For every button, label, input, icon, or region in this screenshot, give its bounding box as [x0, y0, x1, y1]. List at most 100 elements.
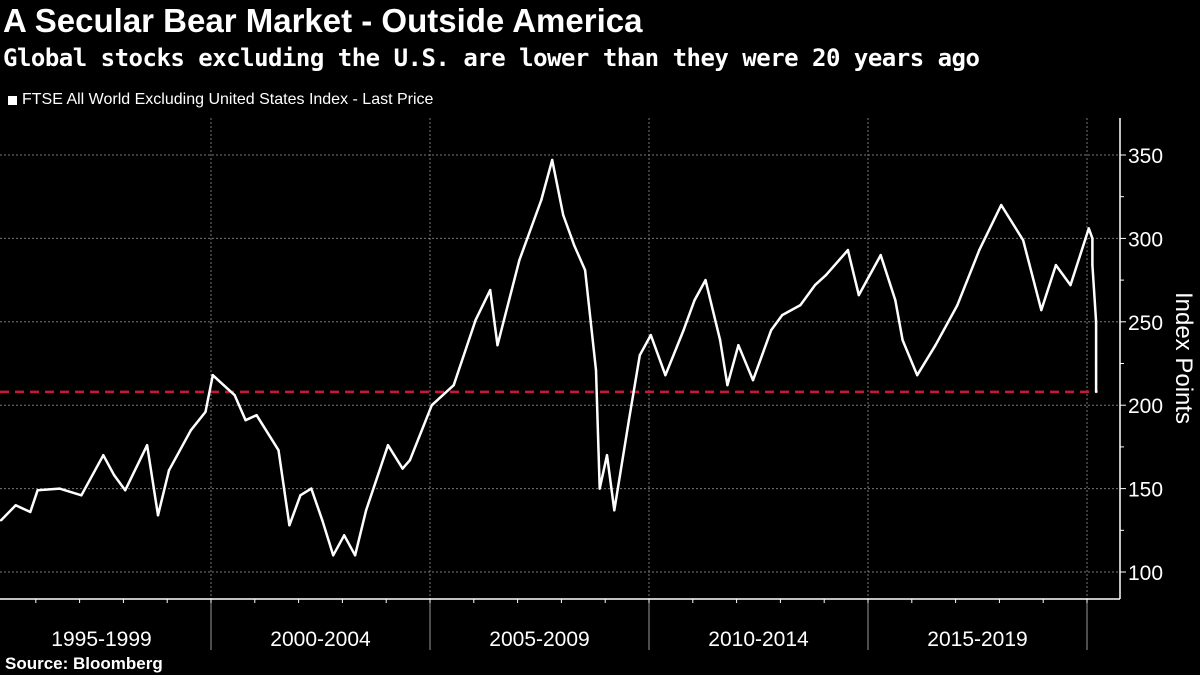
data-point — [638, 353, 642, 357]
data-point — [14, 504, 17, 507]
data-point — [29, 510, 32, 514]
data-point — [488, 288, 492, 292]
chart-title: A Secular Bear Market - Outside America — [3, 2, 643, 39]
chart-subtitle: Global stocks excluding the U.S. are low… — [3, 44, 980, 72]
data-point — [1054, 263, 1058, 267]
data-point — [310, 487, 313, 490]
data-point — [813, 283, 817, 287]
data-point — [113, 474, 116, 477]
legend-label: FTSE All World Excluding United States I… — [22, 91, 434, 108]
data-point — [598, 487, 601, 490]
data-point — [364, 509, 368, 512]
data-point — [916, 373, 919, 377]
data-point — [167, 469, 171, 472]
legend-swatch — [8, 95, 17, 105]
y-tick-label: 350 — [1128, 145, 1163, 168]
data-point — [770, 328, 773, 332]
data-point — [594, 368, 598, 372]
y-tick-label: 150 — [1128, 479, 1163, 502]
x-category-label: 2000-2004 — [270, 628, 371, 651]
data-point — [452, 383, 455, 387]
data-point — [978, 248, 981, 252]
source-note: Source: Bloomberg — [5, 654, 163, 673]
x-category-label: 1995-1999 — [51, 628, 151, 651]
data-point — [353, 554, 357, 557]
data-point — [211, 373, 214, 377]
data-point — [36, 489, 39, 492]
data-point — [386, 444, 390, 447]
data-point — [1069, 283, 1072, 287]
y-tick-label: 300 — [1128, 228, 1163, 251]
data-point — [430, 404, 433, 407]
x-category-label: 2015-2019 — [927, 628, 1027, 651]
data-point — [901, 338, 904, 342]
data-point — [1021, 238, 1025, 242]
data-point — [0, 519, 3, 522]
data-point — [846, 248, 850, 252]
x-category-label: 2005-2009 — [489, 628, 589, 651]
data-point — [255, 414, 258, 417]
data-point — [408, 459, 412, 462]
data-point — [244, 419, 247, 422]
data-point — [857, 293, 861, 297]
data-point — [1094, 320, 1098, 323]
data-point — [682, 328, 685, 332]
data-point — [693, 298, 696, 302]
data-point — [613, 509, 616, 512]
data-point — [799, 303, 802, 307]
data-point — [222, 383, 225, 387]
data-point — [321, 519, 324, 522]
data-point — [156, 514, 160, 517]
data-point — [999, 203, 1003, 207]
data-point — [605, 454, 609, 457]
data-point — [189, 429, 193, 432]
data-point — [649, 333, 652, 337]
data-point — [204, 410, 207, 414]
data-point — [123, 489, 127, 492]
data-point — [551, 158, 554, 162]
data-point — [1091, 237, 1094, 240]
data-point — [718, 338, 722, 342]
data-point — [233, 393, 236, 397]
data-point — [737, 343, 740, 347]
series-line — [0, 158, 1098, 557]
data-point — [934, 343, 937, 347]
data-point — [277, 449, 280, 452]
data-point — [332, 554, 335, 557]
data-point — [58, 487, 61, 490]
data-point — [726, 383, 729, 387]
data-point — [583, 268, 587, 272]
y-tick-label: 100 — [1128, 562, 1163, 585]
legend: FTSE All World Excluding United States I… — [8, 91, 433, 109]
data-point — [496, 343, 499, 347]
data-point — [342, 534, 346, 537]
data-point — [956, 303, 959, 307]
data-point — [894, 298, 897, 302]
data-point — [561, 213, 565, 217]
data-point — [627, 419, 631, 422]
data-point — [1087, 227, 1090, 230]
data-point — [1094, 362, 1098, 365]
data-point — [540, 198, 543, 202]
data-point — [1094, 390, 1098, 394]
data-point — [474, 318, 477, 322]
data-point — [824, 273, 828, 277]
data-point — [102, 454, 105, 457]
data-point — [1091, 263, 1094, 267]
data-point — [780, 313, 784, 317]
data-point — [751, 378, 755, 382]
data-point — [145, 444, 149, 447]
data-point — [879, 253, 882, 257]
y-axis-label: Index Points — [1170, 292, 1197, 424]
data-point — [572, 243, 576, 247]
data-point — [1040, 308, 1043, 312]
data-point — [299, 494, 302, 497]
y-tick-label: 200 — [1128, 395, 1163, 418]
data-point — [80, 494, 83, 497]
y-tick-label: 250 — [1128, 312, 1163, 335]
data-point — [704, 278, 707, 282]
x-category-label: 2010-2014 — [708, 628, 809, 651]
data-point — [518, 258, 521, 262]
data-point — [401, 467, 404, 470]
